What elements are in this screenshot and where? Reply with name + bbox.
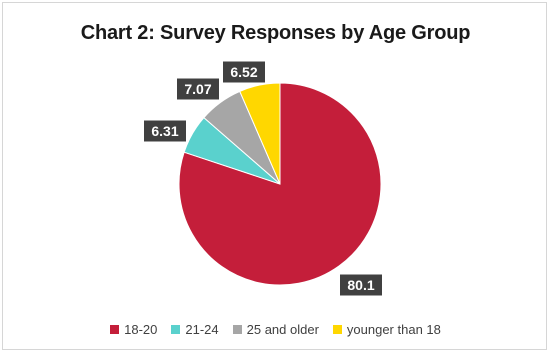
legend-swatch	[171, 325, 181, 334]
legend-swatch	[110, 325, 120, 334]
pie-slice-younger-than-18	[239, 82, 281, 185]
legend-label: 18-20	[124, 322, 158, 337]
svg-text:80.1: 80.1	[347, 277, 374, 293]
legend-swatch	[332, 325, 342, 334]
svg-text:6.31: 6.31	[151, 123, 178, 139]
legend-label: younger than 18	[346, 322, 441, 337]
legend: 18-20 21-24 25 and older younger than 18	[0, 322, 551, 337]
data-label-younger-than-18: 6.52	[223, 61, 265, 83]
legend-item-18-20: 18-20	[110, 322, 157, 337]
svg-text:6.52: 6.52	[230, 64, 257, 80]
legend-item-21-24: 21-24	[171, 322, 219, 337]
data-label-21-24: 6.31	[144, 120, 186, 142]
legend-swatch	[232, 325, 242, 334]
svg-text:7.07: 7.07	[184, 81, 211, 97]
legend-label: 21-24	[185, 322, 219, 337]
legend-item-younger-than-18: younger than 18	[332, 322, 441, 337]
chart-title: Chart 2: Survey Responses by Age Group	[80, 22, 471, 44]
legend-label: 25 and older	[246, 322, 319, 337]
data-label-18-20: 80.1	[340, 274, 382, 296]
legend-item-25-and-older: 25 and older	[232, 322, 319, 337]
data-label-25-and-older: 7.07	[177, 78, 219, 100]
